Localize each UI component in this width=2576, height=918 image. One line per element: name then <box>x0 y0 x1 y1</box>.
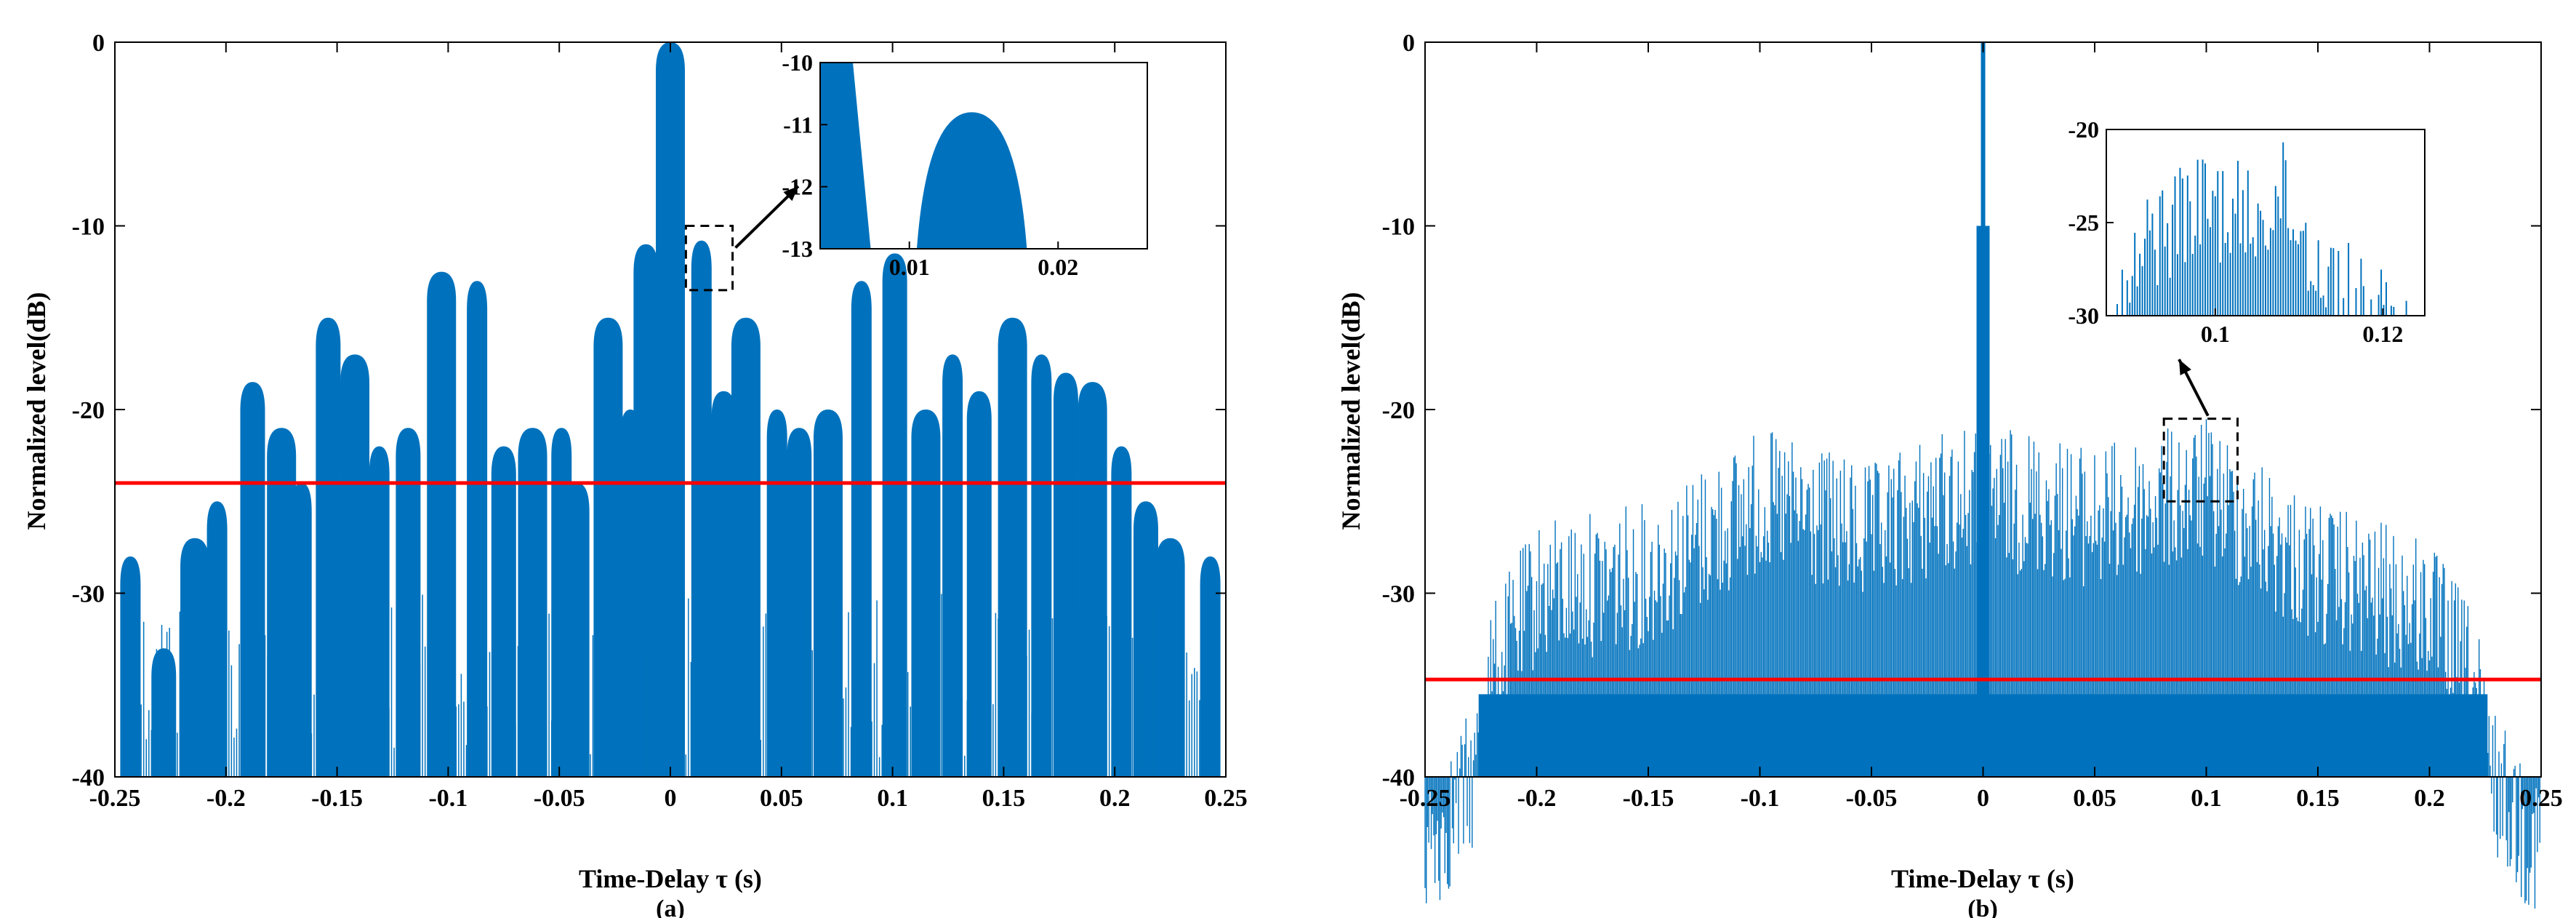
x-tick-label: -0.05 <box>534 785 585 812</box>
inset-x-tick-label: 0.01 <box>889 254 930 280</box>
x-tick-label: 0.2 <box>2414 785 2445 812</box>
x-tick-label: -0.15 <box>311 785 363 812</box>
x-axis-label: Time-Delay τ (s) <box>1891 864 2074 893</box>
inset: 0.01 0.02-10-11-12-13 <box>782 49 1148 280</box>
inset: 0.1 0.12 -20 -25 -30 <box>2068 116 2425 347</box>
sidelobe <box>1111 446 1132 777</box>
x-tick-label: 0 <box>665 785 677 812</box>
y-tick-label: -20 <box>72 397 105 424</box>
sidelobe <box>656 42 685 777</box>
sidelobe <box>711 391 737 777</box>
inset-y-tick-label: -13 <box>782 236 813 262</box>
x-axis-label: Time-Delay τ (s) <box>579 864 762 893</box>
sidelobe <box>1155 538 1185 777</box>
x-tick-label: -0.1 <box>1741 785 1780 812</box>
sidelobe <box>766 410 787 777</box>
sidelobe <box>1078 382 1107 777</box>
sidelobe <box>942 354 963 777</box>
sidelobe <box>206 501 228 777</box>
x-tick-label: -0.25 <box>89 785 141 812</box>
x-tick-label: 0 <box>1977 785 1989 812</box>
x-tick-label: -0.2 <box>206 785 246 812</box>
sidelobe <box>787 428 812 777</box>
sidelobe <box>427 271 457 777</box>
sidelobe <box>340 354 370 777</box>
sidelobe <box>731 317 761 777</box>
y-tick-label: -10 <box>1382 214 1415 241</box>
y-tick-label: 0 <box>92 30 105 57</box>
zoom-arrowhead <box>783 186 798 201</box>
x-tick-label: 0.25 <box>1204 785 1248 812</box>
noise-floor-fill <box>1478 694 2488 777</box>
inset-y-tick-label: -30 <box>2068 303 2099 329</box>
inset-frame <box>819 62 1148 250</box>
zoom-box <box>684 225 734 292</box>
inset-sidelobe <box>916 112 1027 249</box>
zoom-box <box>2162 418 2239 503</box>
y-tick-label: -40 <box>1382 765 1415 791</box>
data-series <box>120 42 1221 777</box>
x-tick-label: 0.1 <box>2191 785 2222 812</box>
sidelobe <box>1031 354 1052 777</box>
x-tick-label: 0.1 <box>877 785 908 812</box>
sidelobe <box>851 281 872 777</box>
sidelobe <box>267 428 297 777</box>
x-tick-label: 0.25 <box>2519 785 2563 812</box>
panel-a: Normalized level(dB) Time-Delay τ (s) (a… <box>22 30 1248 918</box>
x-tick-label: -0.25 <box>1400 785 1451 812</box>
sidelobe <box>240 382 265 777</box>
sidelobe <box>369 446 390 777</box>
x-tick-label: -0.15 <box>1623 785 1674 812</box>
inset-x-tick-label: 0.1 <box>2201 321 2230 347</box>
sidelobe <box>518 428 547 777</box>
y-axis-label: Normalized level(dB) <box>1336 292 1365 530</box>
y-tick-label: 0 <box>1403 30 1415 57</box>
sidelobe <box>911 410 941 777</box>
x-tick-label: 0.05 <box>760 785 803 812</box>
y-tick-label: -30 <box>72 581 105 608</box>
sidelobe <box>998 317 1027 777</box>
panel-b: Normalized level(dB) Time-Delay τ (s) (b… <box>1336 30 2563 918</box>
x-tick-label: -0.1 <box>428 785 468 812</box>
sidelobe <box>633 244 659 777</box>
sidelobe <box>593 317 623 777</box>
x-tick-label: 0.2 <box>1099 785 1131 812</box>
x-tick-label: 0.15 <box>982 785 1026 812</box>
inset-mainlobe-edge <box>820 63 871 249</box>
inset-y-tick-label: -20 <box>2068 116 2099 143</box>
x-tick-label: 0.05 <box>2073 785 2116 812</box>
y-tick-label: -20 <box>1382 397 1415 424</box>
sidelobe <box>564 483 590 777</box>
sidelobe <box>966 391 992 777</box>
inset-y-tick-label: -11 <box>783 111 813 137</box>
panel-label: (b) <box>1967 895 1998 918</box>
zoom-arrowhead <box>2179 359 2191 375</box>
sidelobe <box>1053 372 1078 777</box>
x-tick-label: -0.2 <box>1517 785 1557 812</box>
x-tick-label: -0.05 <box>1846 785 1898 812</box>
y-tick-label: -30 <box>1382 581 1415 608</box>
sidelobe <box>316 317 341 777</box>
y-axis-label: Normalized level(dB) <box>22 292 51 530</box>
y-tick-label: -40 <box>72 765 105 791</box>
inset-x-tick-label: 0.02 <box>1038 254 1078 280</box>
x-tick-label: 0.15 <box>2296 785 2340 812</box>
sidelobe <box>882 253 907 777</box>
inset-x-tick-label: 0.12 <box>2362 321 2403 347</box>
inset-y-tick-label: -10 <box>782 49 813 76</box>
inset-y-tick-label: -25 <box>2068 209 2099 236</box>
data-series <box>1424 42 2540 909</box>
panel-label: (a) <box>656 895 685 918</box>
y-tick-label: -10 <box>72 214 105 241</box>
